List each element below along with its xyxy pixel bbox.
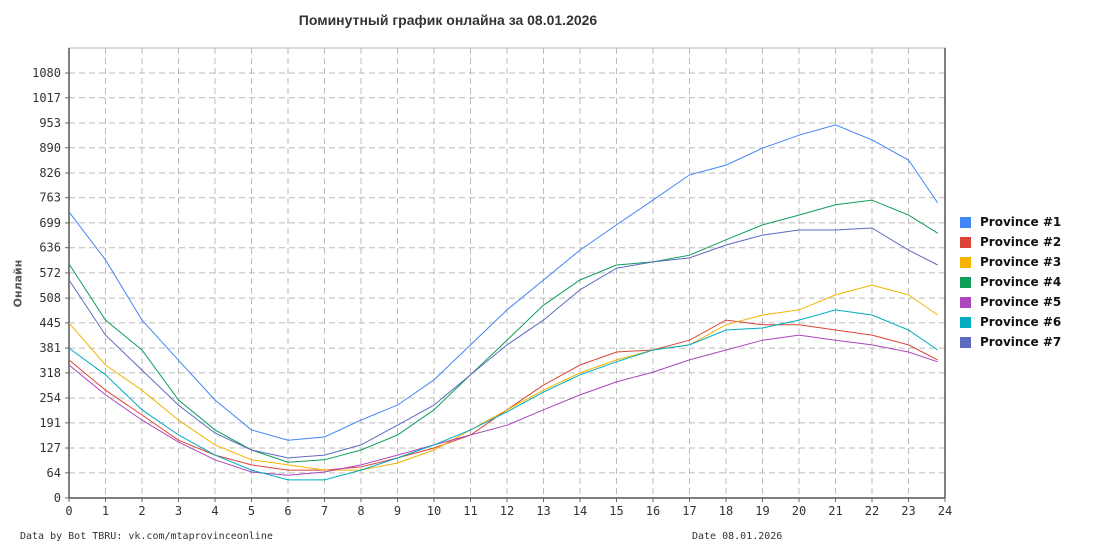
y-tick-label: 64 (47, 466, 61, 480)
legend-item: Province #1 (960, 212, 1061, 232)
x-tick-label: 5 (248, 504, 255, 518)
y-tick-label: 890 (39, 141, 61, 155)
x-tick-label: 23 (901, 504, 915, 518)
footer-source: Data by Bot TBRU: vk.com/mtaprovinceonli… (20, 531, 273, 542)
y-tick-label: 254 (39, 391, 61, 405)
legend-swatch (960, 316, 971, 328)
x-tick-label: 11 (463, 504, 477, 518)
x-tick-label: 14 (573, 504, 587, 518)
legend-swatch (960, 296, 971, 308)
x-tick-label: 16 (646, 504, 660, 518)
legend-label: Province #5 (980, 295, 1062, 309)
x-tick-label: 18 (719, 504, 733, 518)
series-line-province-1 (68, 124, 939, 441)
y-tick-label: 826 (39, 166, 61, 180)
y-tick-label: 508 (39, 291, 61, 305)
series-line-province-7 (68, 227, 938, 459)
legend-swatch (960, 216, 971, 228)
x-tick-label: 21 (828, 504, 842, 518)
legend-swatch (960, 276, 971, 288)
x-tick-label: 6 (284, 504, 291, 518)
legend-item: Province #3 (960, 252, 1061, 272)
legend-swatch (960, 256, 971, 268)
legend-item: Province #2 (960, 232, 1061, 252)
legend: Province #1 Province #2 Province #3 Provinc… (960, 212, 1061, 352)
x-tick-label: 13 (536, 504, 550, 518)
footer-date: Date 08.01.2026 (692, 531, 783, 542)
x-tick-label: 19 (755, 504, 769, 518)
y-tick-label: 636 (39, 241, 61, 255)
legend-label: Province #4 (980, 275, 1062, 289)
series-line-province-3 (68, 284, 938, 471)
legend-label: Province #6 (980, 315, 1062, 329)
legend-label: Province #7 (980, 335, 1062, 349)
y-tick-label: 1080 (32, 66, 61, 80)
legend-label: Province #2 (980, 235, 1062, 249)
x-tick-label: 7 (321, 504, 328, 518)
y-tick-label: 381 (39, 341, 61, 355)
x-tick-label: 22 (865, 504, 879, 518)
legend-swatch (960, 236, 971, 248)
legend-swatch (960, 336, 971, 348)
legend-item: Province #7 (960, 332, 1061, 352)
y-tick-label: 572 (39, 266, 61, 280)
x-tick-label: 2 (138, 504, 145, 518)
x-tick-label: 0 (65, 504, 72, 518)
chart-title: Поминутный график онлайна за 08.01.2026 (298, 12, 598, 28)
y-tick-label: 953 (39, 116, 61, 130)
y-tick-label: 191 (39, 416, 61, 430)
series-line-province-6 (68, 309, 938, 481)
legend-item: Province #6 (960, 312, 1061, 332)
legend-item: Province #5 (960, 292, 1061, 312)
y-tick-label: 127 (39, 441, 61, 455)
x-tick-label: 3 (175, 504, 182, 518)
legend-label: Province #1 (980, 215, 1062, 229)
y-tick-label: 445 (39, 316, 61, 330)
x-tick-label: 12 (500, 504, 514, 518)
y-tick-label: 318 (39, 366, 61, 380)
legend-label: Province #3 (980, 255, 1062, 269)
x-tick-label: 10 (427, 504, 441, 518)
x-tick-label: 17 (682, 504, 696, 518)
x-tick-label: 9 (394, 504, 401, 518)
x-tick-label: 24 (938, 504, 952, 518)
x-tick-label: 20 (792, 504, 806, 518)
x-tick-label: 4 (211, 504, 218, 518)
series-line-province-4 (68, 199, 938, 463)
x-tick-label: 8 (357, 504, 364, 518)
x-tick-label: 1 (102, 504, 109, 518)
legend-item: Province #4 (960, 272, 1061, 292)
y-tick-label: 0 (54, 491, 61, 505)
y-tick-label: 1017 (32, 91, 61, 105)
y-tick-label: 699 (39, 216, 61, 230)
series-line-province-5 (68, 334, 938, 476)
x-tick-label: 15 (609, 504, 623, 518)
y-tick-label: 763 (39, 191, 61, 205)
